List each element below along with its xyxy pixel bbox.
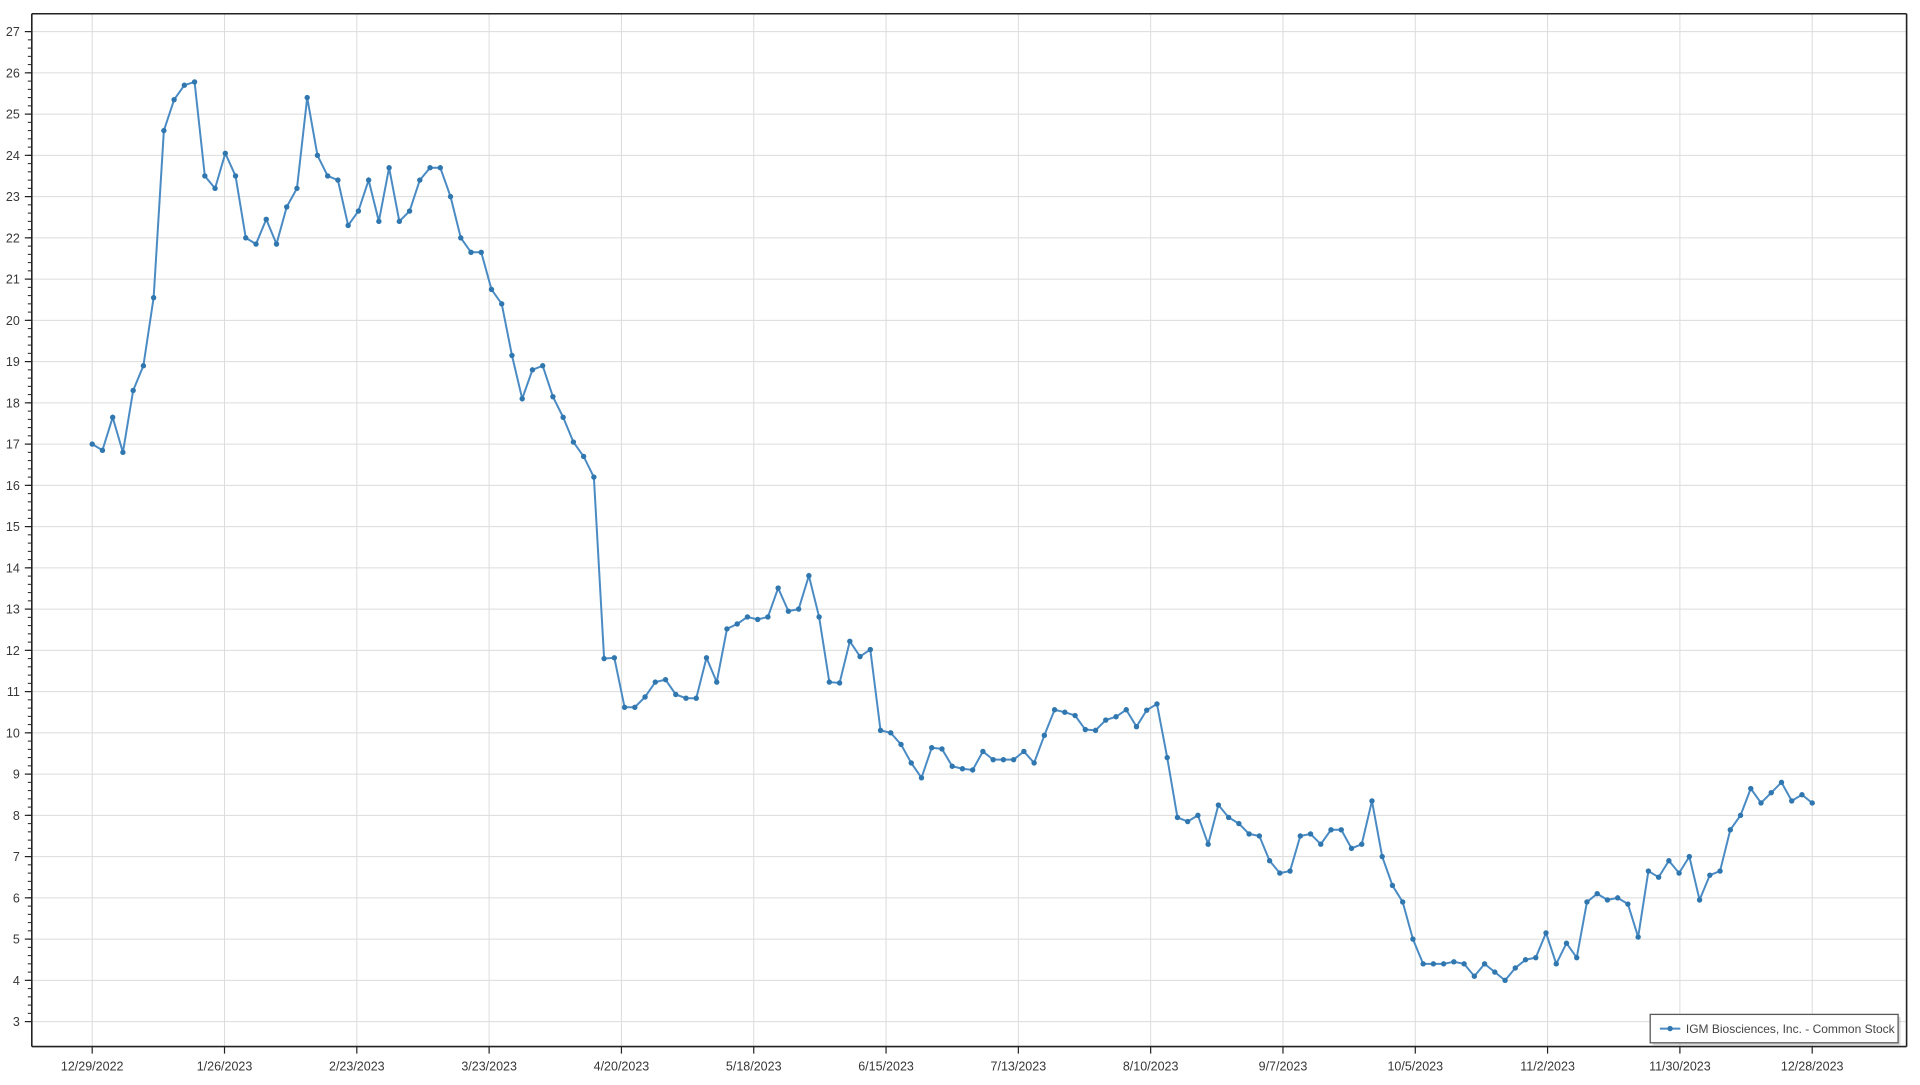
svg-text:24: 24: [6, 149, 20, 163]
svg-text:12/28/2023: 12/28/2023: [1781, 1060, 1844, 1074]
svg-text:8: 8: [13, 809, 20, 823]
svg-text:27: 27: [6, 25, 20, 39]
svg-text:13: 13: [6, 603, 20, 617]
svg-text:3/23/2023: 3/23/2023: [461, 1060, 517, 1074]
svg-text:19: 19: [6, 355, 20, 369]
svg-text:7/13/2023: 7/13/2023: [991, 1060, 1047, 1074]
svg-text:11/2/2023: 11/2/2023: [1520, 1060, 1575, 1074]
svg-text:14: 14: [6, 561, 20, 575]
svg-text:4: 4: [13, 974, 20, 988]
svg-text:25: 25: [6, 108, 20, 122]
svg-text:12/29/2022: 12/29/2022: [61, 1060, 124, 1074]
svg-text:5: 5: [13, 933, 20, 947]
svg-text:20: 20: [6, 314, 20, 328]
svg-text:23: 23: [6, 190, 20, 204]
svg-text:16: 16: [6, 479, 20, 493]
svg-text:12: 12: [6, 644, 20, 658]
svg-text:9/7/2023: 9/7/2023: [1259, 1060, 1308, 1074]
svg-text:26: 26: [6, 66, 20, 80]
svg-text:IGM Biosciences, Inc. - Common: IGM Biosciences, Inc. - Common Stock: [1686, 1022, 1896, 1036]
svg-text:5/18/2023: 5/18/2023: [726, 1060, 782, 1074]
svg-text:6: 6: [13, 891, 20, 905]
svg-text:10/5/2023: 10/5/2023: [1387, 1060, 1443, 1074]
svg-text:6/15/2023: 6/15/2023: [858, 1060, 914, 1074]
svg-text:9: 9: [13, 768, 20, 782]
svg-text:11/30/2023: 11/30/2023: [1649, 1060, 1711, 1074]
svg-text:17: 17: [6, 438, 20, 452]
svg-text:2/23/2023: 2/23/2023: [329, 1060, 385, 1074]
svg-text:3: 3: [13, 1015, 20, 1029]
svg-text:18: 18: [6, 396, 20, 410]
svg-text:7: 7: [13, 850, 20, 864]
svg-text:8/10/2023: 8/10/2023: [1123, 1060, 1179, 1074]
svg-text:21: 21: [6, 273, 20, 287]
svg-text:11: 11: [7, 685, 20, 699]
svg-text:10: 10: [6, 726, 20, 740]
svg-text:15: 15: [6, 520, 20, 534]
svg-text:1/26/2023: 1/26/2023: [197, 1060, 253, 1074]
svg-text:22: 22: [6, 231, 20, 245]
svg-text:4/20/2023: 4/20/2023: [594, 1060, 650, 1074]
